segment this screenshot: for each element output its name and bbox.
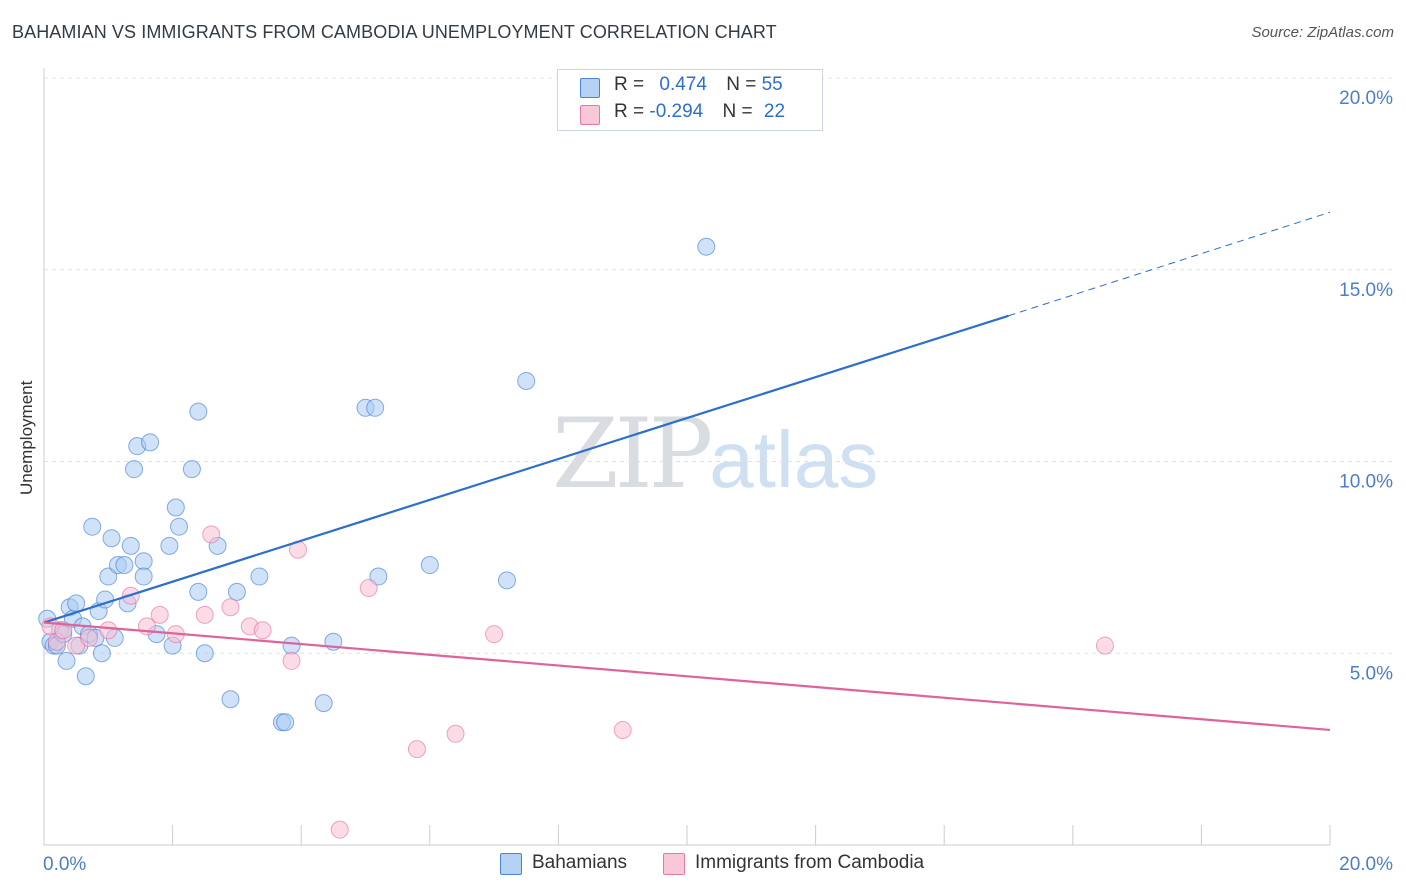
cambodia-point bbox=[282, 651, 301, 670]
bahamian-point bbox=[189, 582, 208, 601]
bahamian-point bbox=[170, 517, 189, 536]
bahamian-point bbox=[166, 498, 185, 517]
y-tick-label: 10.0% bbox=[1339, 472, 1393, 493]
cambodia-point bbox=[359, 579, 378, 598]
legend-r-label: R = bbox=[614, 74, 650, 95]
legend-n-label: N = bbox=[726, 74, 762, 95]
bahamian-point bbox=[282, 636, 301, 655]
cambodia-point bbox=[80, 628, 99, 647]
bahamian-point bbox=[160, 536, 179, 555]
cambodia-point bbox=[202, 525, 221, 544]
bahamian-point bbox=[517, 371, 536, 390]
bahamian-point bbox=[141, 433, 160, 452]
grid-lines bbox=[44, 77, 1392, 654]
bahamian-point bbox=[369, 567, 388, 586]
bahamian-point bbox=[227, 582, 246, 601]
bahamian-point bbox=[102, 529, 121, 548]
bahamian-point bbox=[420, 556, 439, 575]
watermark-zip: ZIP bbox=[552, 398, 713, 510]
bahamian-point bbox=[121, 536, 140, 555]
bahamian-trend-extension bbox=[1008, 211, 1331, 317]
x-tick-label: 0.0% bbox=[43, 854, 86, 875]
tick-labels: 5.0% 10.0% 15.0% 20.0% 0.0% 20.0% bbox=[43, 88, 1393, 875]
bahamian-point bbox=[314, 694, 333, 713]
legend-swatch-cambodia bbox=[580, 105, 600, 125]
cambodia-point bbox=[1095, 636, 1114, 655]
legend-n-label: N = bbox=[722, 101, 758, 122]
bahamian-point bbox=[115, 556, 134, 575]
axes bbox=[43, 68, 1331, 846]
cambodia-point bbox=[99, 621, 118, 640]
bahamian-point bbox=[99, 567, 118, 586]
legend-n-value: 22 bbox=[763, 101, 786, 122]
trend-lines bbox=[43, 211, 1331, 732]
bottom-legend-swatch-bahamians bbox=[500, 853, 522, 875]
cambodia-point bbox=[485, 625, 504, 644]
data-points bbox=[38, 237, 1114, 839]
bahamian-point bbox=[497, 571, 516, 590]
cambodia-point bbox=[253, 621, 272, 640]
bahamian-point bbox=[189, 402, 208, 421]
bahamian-point bbox=[366, 398, 385, 417]
bahamian-point bbox=[697, 237, 716, 256]
cambodia-point bbox=[195, 605, 214, 624]
y-tick-label: 5.0% bbox=[1350, 663, 1393, 684]
bahamian-point bbox=[276, 713, 295, 732]
bottom-legend-label: Immigrants from Cambodia bbox=[695, 852, 925, 873]
legend-r-value: 0.474 bbox=[659, 74, 707, 95]
bahamian-point bbox=[125, 460, 144, 479]
bottom-legend-swatch-cambodia bbox=[663, 853, 685, 875]
cambodia-point bbox=[330, 820, 349, 839]
source-label: Source: ZipAtlas.com bbox=[1251, 24, 1394, 41]
x-tick-label: 20.0% bbox=[1339, 854, 1393, 875]
cambodia-point bbox=[54, 621, 73, 640]
cambodia-point bbox=[150, 605, 169, 624]
cambodia-point bbox=[407, 740, 426, 759]
bahamian-point bbox=[134, 567, 153, 586]
cambodia-point bbox=[446, 724, 465, 743]
legend-swatch-bahamians bbox=[580, 78, 600, 98]
cambodia-point bbox=[613, 720, 632, 739]
bahamian-point bbox=[221, 690, 240, 709]
y-tick-label: 20.0% bbox=[1339, 88, 1393, 109]
bahamian-trend-line bbox=[43, 314, 1009, 624]
bottom-legend-label: Bahamians bbox=[532, 852, 628, 873]
bahamian-point bbox=[250, 567, 269, 586]
legend-r-label: R = bbox=[614, 101, 650, 122]
y-tick-label: 15.0% bbox=[1339, 280, 1393, 301]
watermark-atlas: atlas bbox=[709, 415, 879, 504]
bahamian-point bbox=[57, 651, 76, 670]
bahamian-point bbox=[134, 552, 153, 571]
bahamian-point bbox=[92, 644, 111, 663]
bahamian-point bbox=[83, 517, 102, 536]
legend-r-value: -0.294 bbox=[649, 101, 704, 122]
chart-title: BAHAMIAN VS IMMIGRANTS FROM CAMBODIA UNE… bbox=[12, 22, 777, 42]
cambodia-trend-line bbox=[43, 621, 1331, 732]
bahamian-point bbox=[76, 667, 95, 686]
cambodia-point bbox=[221, 598, 240, 617]
bahamian-point bbox=[182, 460, 201, 479]
legend-n-value: 55 bbox=[761, 74, 783, 95]
stats-legend: R = 0.474 N = 55 R = -0.294 N = 22 bbox=[557, 69, 823, 131]
bahamian-point bbox=[195, 644, 214, 663]
watermark: ZIPatlas bbox=[552, 398, 878, 510]
